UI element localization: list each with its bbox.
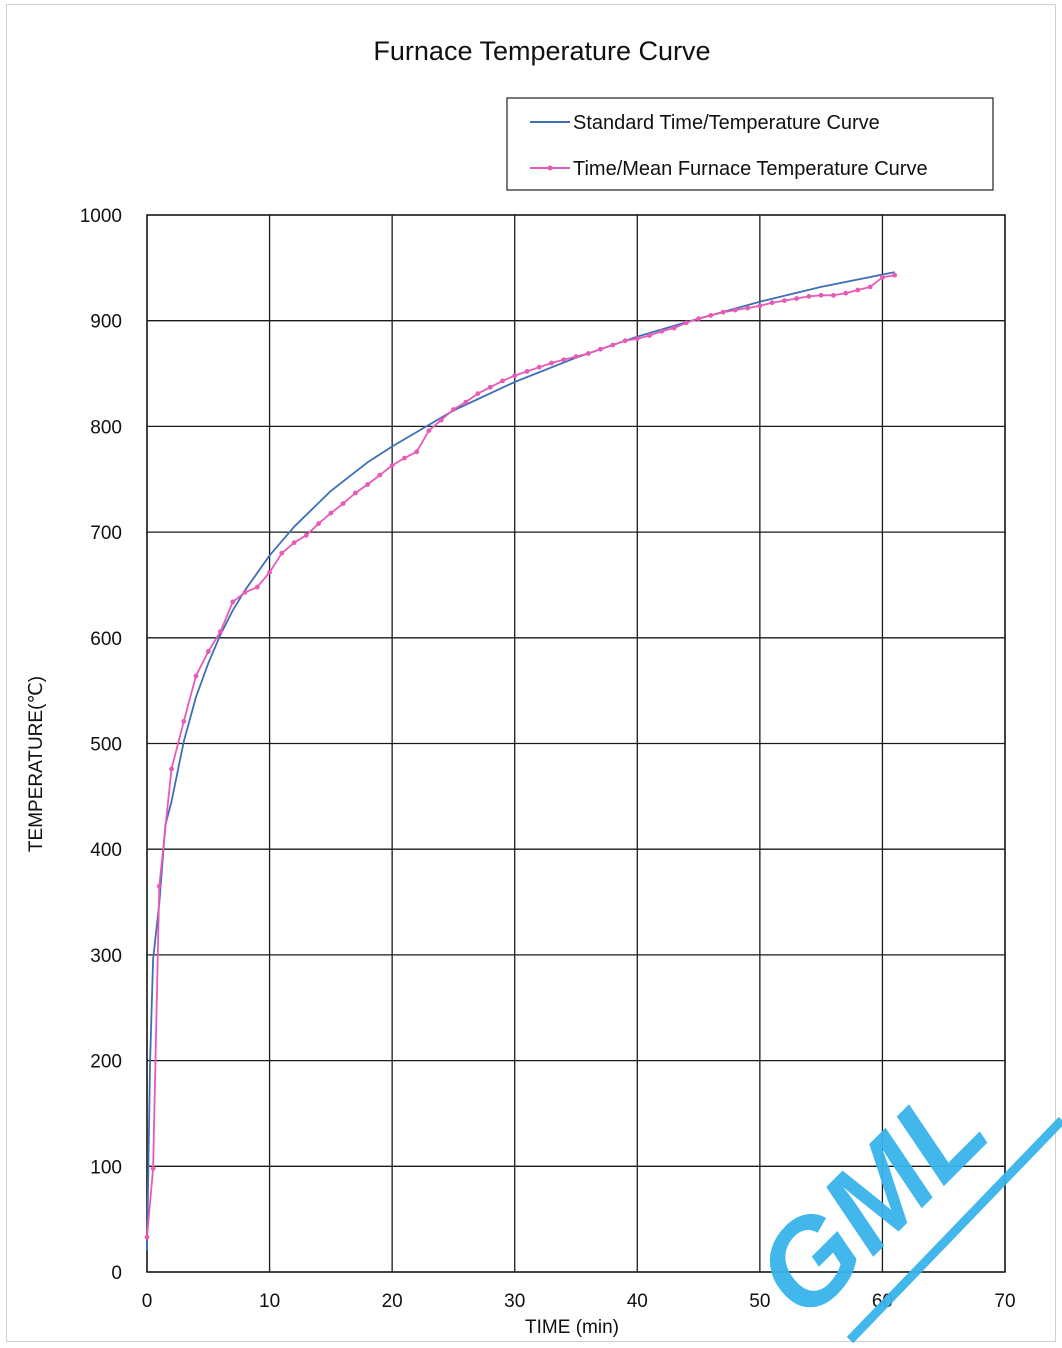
y-tick-label: 200 — [90, 1052, 122, 1073]
y-tick-label: 100 — [90, 1157, 122, 1178]
furnace-data-point — [671, 325, 677, 331]
furnace-data-point — [254, 584, 260, 590]
x-tick-label: 50 — [749, 1291, 770, 1312]
furnace-data-point — [782, 298, 787, 303]
furnace-data-point — [169, 766, 174, 772]
furnace-data-point — [622, 338, 628, 344]
y-tick-label: 400 — [90, 840, 122, 861]
furnace-data-point — [230, 599, 236, 605]
furnace-data-point — [242, 589, 248, 595]
x-axis-label: TIME (min) — [525, 1317, 619, 1338]
series-layer — [144, 271, 898, 1251]
furnace-data-point — [561, 357, 567, 363]
tick-labels: 0102030405060700100200300400500600700800… — [80, 206, 1016, 1312]
furnace-data-point — [438, 417, 444, 423]
furnace-data-point — [549, 360, 554, 366]
furnace-data-point — [708, 313, 714, 318]
furnace-data-point — [720, 309, 726, 315]
furnace-data-point — [794, 296, 799, 301]
y-tick-label: 800 — [90, 417, 122, 438]
furnace-data-point — [745, 305, 750, 311]
y-tick-label: 900 — [90, 312, 122, 333]
x-tick-label: 40 — [627, 1291, 648, 1312]
furnace-data-point — [328, 510, 334, 516]
x-tick-label: 10 — [259, 1291, 280, 1312]
furnace-data-point — [696, 316, 701, 321]
y-tick-label: 1000 — [80, 206, 122, 227]
furnace-data-point — [150, 1166, 156, 1171]
furnace-data-point — [524, 369, 530, 374]
furnace-data-point — [512, 373, 518, 379]
furnace-data-point — [340, 501, 346, 506]
legend-label-furnace: Time/Mean Furnace Temperature Curve — [573, 158, 928, 180]
furnace-data-point — [377, 472, 383, 478]
legend-box — [506, 97, 994, 191]
y-tick-label: 600 — [90, 629, 122, 650]
x-tick-label: 70 — [994, 1291, 1015, 1312]
furnace-data-point — [732, 307, 738, 313]
furnace-data-point — [806, 294, 812, 299]
furnace-data-point — [867, 284, 873, 290]
furnace-data-point — [181, 718, 187, 724]
furnace-data-point — [279, 550, 285, 556]
furnace-data-point — [536, 364, 542, 370]
furnace-data-point — [610, 342, 616, 348]
furnace-data-point — [634, 336, 640, 342]
furnace-data-point — [144, 1234, 150, 1240]
furnace-data-point — [892, 272, 898, 278]
furnace-data-point — [365, 482, 370, 487]
x-tick-label: 30 — [504, 1291, 525, 1312]
furnace-data-point — [205, 649, 211, 654]
furnace-data-point — [487, 384, 493, 390]
grid — [146, 214, 1006, 1273]
x-tick-label: 0 — [142, 1291, 153, 1312]
furnace-data-point — [353, 490, 358, 496]
x-tick-label: 20 — [382, 1291, 403, 1312]
chart-frame — [6, 4, 1056, 1342]
furnace-data-point — [683, 320, 689, 326]
plot-area-border — [146, 214, 1006, 1273]
furnace-data-point — [267, 569, 272, 575]
furnace-data-point — [426, 428, 432, 433]
furnace-curve-line — [146, 274, 895, 1238]
furnace-data-point — [402, 455, 407, 461]
y-tick-label: 0 — [111, 1263, 122, 1284]
furnace-data-point — [451, 407, 456, 412]
furnace-data-point — [475, 391, 481, 396]
furnace-data-point — [218, 629, 223, 634]
furnace-data-point — [880, 275, 885, 280]
furnace-data-point — [303, 532, 309, 538]
furnace-data-point — [585, 351, 591, 356]
furnace-data-point — [659, 328, 665, 334]
legend: Standard Time/Temperature Curve Time/Mea… — [506, 97, 994, 191]
furnace-data-point — [843, 290, 849, 296]
furnace-data-point — [463, 399, 469, 405]
furnace-data-point — [291, 540, 297, 546]
chart-title: Furnace Temperature Curve — [373, 36, 710, 66]
furnace-data-point — [156, 883, 162, 889]
furnace-data-point — [316, 521, 321, 526]
furnace-data-point — [855, 287, 861, 293]
furnace-data-point — [598, 346, 603, 352]
legend-marker-furnace — [547, 165, 553, 171]
legend-label-standard: Standard Time/Temperature Curve — [573, 112, 880, 134]
furnace-data-point — [414, 449, 420, 455]
watermark-stroke — [846, 1116, 1062, 1344]
y-tick-label: 700 — [90, 523, 122, 544]
furnace-data-point — [831, 292, 836, 298]
furnace-data-point — [573, 354, 579, 359]
y-axis-label: TEMPERATURE(℃) — [26, 676, 47, 852]
furnace-data-point — [757, 303, 763, 309]
furnace-data-point — [769, 300, 775, 306]
y-tick-label: 300 — [90, 946, 122, 967]
furnace-data-point — [647, 333, 652, 338]
standard-curve-line — [146, 271, 895, 1251]
furnace-data-point — [389, 463, 395, 468]
furnace-data-point — [500, 378, 505, 384]
furnace-data-point — [193, 673, 199, 679]
furnace-data-point — [818, 292, 824, 298]
y-tick-label: 500 — [90, 735, 122, 756]
